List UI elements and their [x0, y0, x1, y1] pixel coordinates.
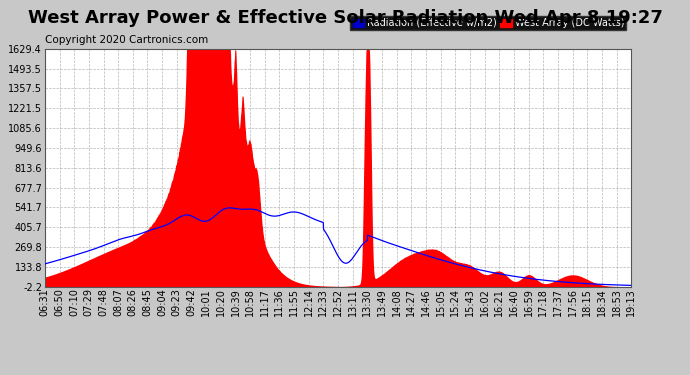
Text: Copyright 2020 Cartronics.com: Copyright 2020 Cartronics.com: [45, 35, 208, 45]
Legend: Radiation (Effective w/m2), West Array (DC Watts): Radiation (Effective w/m2), West Array (…: [351, 15, 627, 30]
Text: West Array Power & Effective Solar Radiation Wed Apr 8 19:27: West Array Power & Effective Solar Radia…: [28, 9, 662, 27]
